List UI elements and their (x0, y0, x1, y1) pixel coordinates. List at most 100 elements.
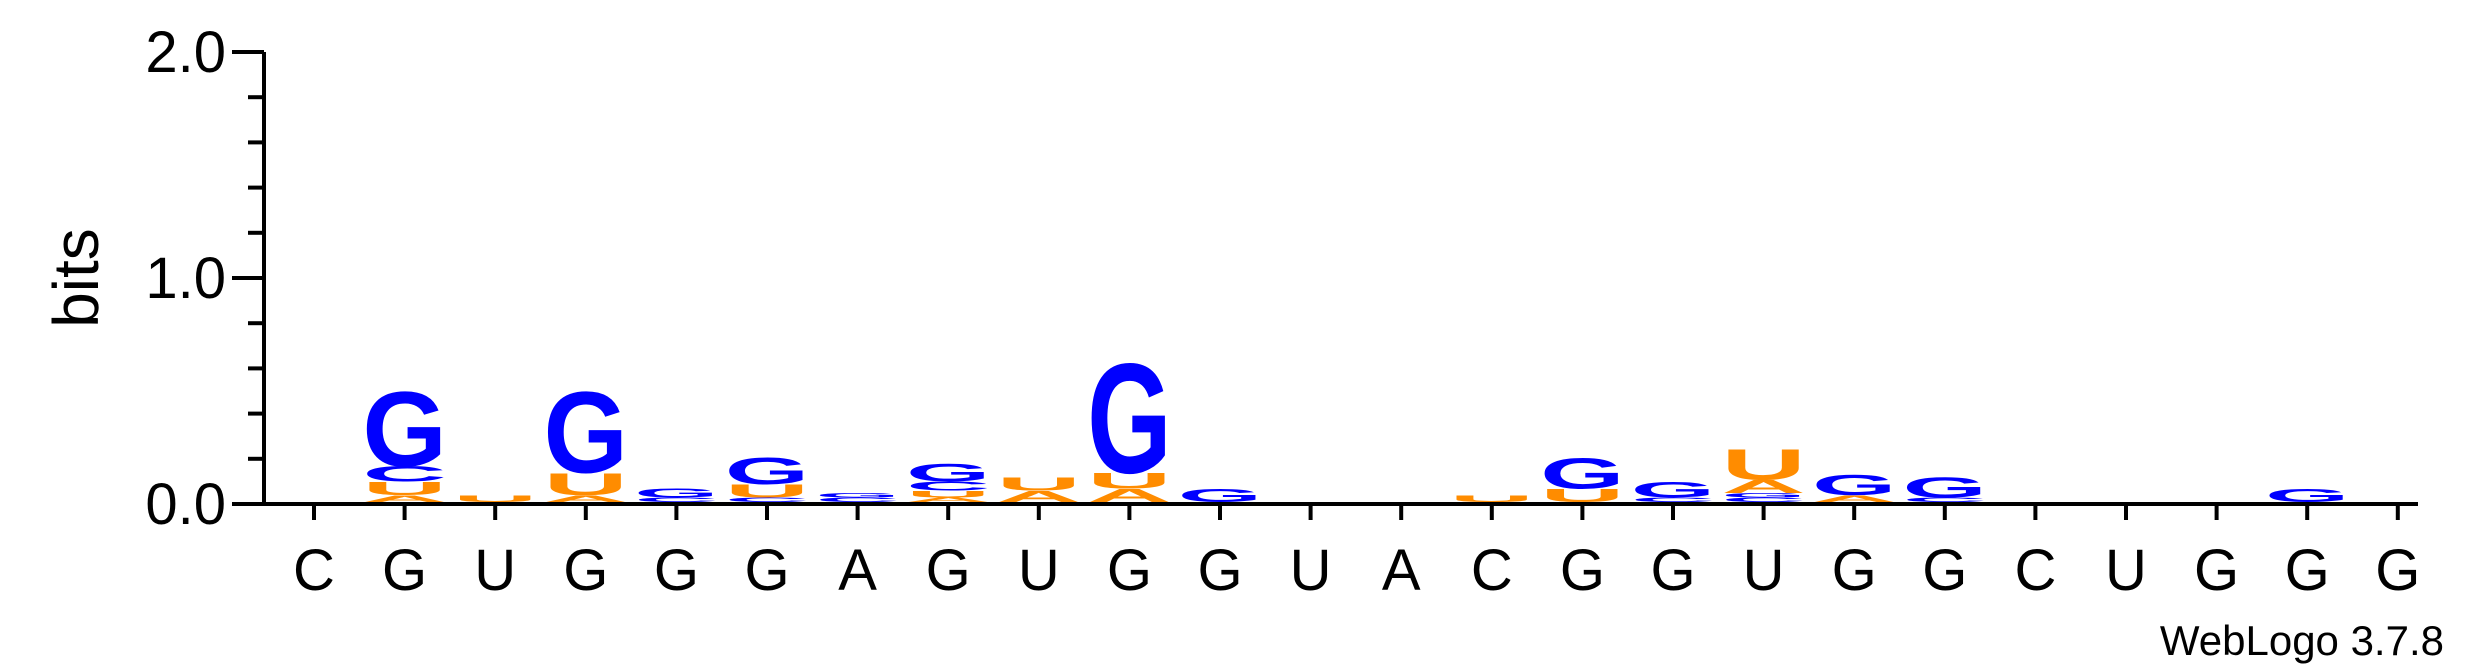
logo-letter-U: U (362, 478, 446, 499)
logo-letter-G: G (1721, 492, 1805, 499)
svg-text:A: A (997, 488, 1081, 505)
svg-text:A: A (906, 496, 990, 503)
svg-text:A: A (1721, 476, 1805, 497)
svg-text:U: U (997, 474, 1081, 495)
logo-letter-C: C (1631, 496, 1715, 503)
x-tick-label: U (1743, 538, 1785, 603)
x-tick-label: G (1197, 538, 1242, 603)
svg-text:C: C (815, 496, 899, 503)
svg-text:C: C (1631, 496, 1715, 503)
logo-letter-A: A (1812, 493, 1896, 504)
svg-text:U: U (725, 481, 809, 502)
svg-text:U: U (1087, 469, 1171, 494)
logo-letter-G: G (634, 486, 718, 500)
logo-letter-C: C (815, 496, 899, 503)
logo-letter-C: C (1721, 496, 1805, 503)
logo-letter-A: A (1087, 485, 1171, 506)
logo-letter-A: A (362, 493, 446, 504)
weblogo-credit: WebLogo 3.7.8 (2160, 617, 2444, 664)
x-tick-label: G (926, 538, 971, 603)
svg-text:C: C (1721, 496, 1805, 503)
x-tick-label: G (563, 538, 608, 603)
logo-letter-U: U (725, 481, 809, 502)
svg-text:G: G (1721, 492, 1805, 499)
svg-text:U: U (362, 478, 446, 499)
logo-letter-A: A (906, 496, 990, 503)
logo-letter-G: G (362, 370, 446, 490)
logo-letter-U: U (1540, 485, 1624, 506)
logo-letter-G: G (1903, 472, 1987, 504)
svg-text:G: G (1631, 478, 1715, 503)
svg-text:U: U (1450, 493, 1534, 504)
logo-letter-G: G (725, 450, 809, 492)
svg-text:G: G (362, 370, 446, 490)
logo-letter-C: C (634, 496, 718, 503)
y-tick-label: 0.0 (145, 472, 226, 537)
svg-text:G: G (544, 367, 628, 497)
svg-text:G: G (1812, 470, 1896, 502)
x-tick-label: G (2375, 538, 2420, 603)
logo-letter-C: C (725, 496, 809, 503)
x-tick-label: G (1560, 538, 1605, 603)
logo-letter-G: G (1540, 449, 1624, 498)
y-axis-label: bits (40, 228, 112, 328)
x-tick-label: G (2194, 538, 2239, 603)
svg-text:U: U (544, 467, 628, 502)
logo-letter-G: G (1087, 331, 1171, 506)
logo-letter-A: A (1721, 476, 1805, 497)
svg-text:A: A (362, 493, 446, 504)
logo-letter-C: C (906, 479, 990, 493)
x-tick-label: U (2105, 538, 2147, 603)
svg-text:U: U (906, 489, 990, 500)
svg-text:G: G (1540, 449, 1624, 498)
svg-text:U: U (453, 493, 537, 504)
x-tick-label: U (1018, 538, 1060, 603)
svg-text:G: G (725, 450, 809, 492)
logo-letter-G: G (906, 459, 990, 487)
svg-text:U: U (1721, 440, 1805, 489)
logo-letter-U: U (997, 474, 1081, 495)
x-tick-label: G (1922, 538, 1967, 603)
svg-text:G: G (815, 492, 899, 499)
y-tick-label: 1.0 (145, 246, 226, 311)
svg-text:C: C (362, 462, 446, 487)
svg-text:G: G (634, 486, 718, 500)
x-tick-label: U (474, 538, 516, 603)
logo-letter-U: U (1087, 469, 1171, 494)
x-tick-label: G (1832, 538, 1877, 603)
x-tick-label: C (1471, 538, 1513, 603)
logo-letter-G: G (2265, 485, 2349, 506)
svg-text:G: G (2265, 485, 2349, 506)
x-tick-label: G (1650, 538, 1695, 603)
x-tick-label: G (1107, 538, 1152, 603)
svg-text:C: C (634, 496, 718, 503)
logo-letter-C: C (362, 462, 446, 487)
svg-text:G: G (1178, 485, 1262, 506)
logo-letter-U: U (906, 489, 990, 500)
x-tick-label: G (382, 538, 427, 603)
x-tick-label: G (2285, 538, 2330, 603)
svg-text:U: U (1540, 485, 1624, 506)
logo-letter-U: U (1450, 493, 1534, 504)
svg-text:C: C (1903, 496, 1987, 503)
svg-text:A: A (544, 493, 628, 504)
y-ticks: 0.0 1.0 2.0 (145, 20, 264, 537)
svg-text:G: G (1903, 472, 1987, 504)
x-tick-label: A (1382, 538, 1421, 603)
x-tick-label: C (293, 538, 335, 603)
logo-letter-G: G (1812, 470, 1896, 502)
logo-letter-G: G (1631, 478, 1715, 503)
x-tick-label: G (654, 538, 699, 603)
y-tick-label: 2.0 (145, 20, 226, 85)
svg-text:C: C (725, 496, 809, 503)
svg-text:A: A (1812, 493, 1896, 504)
svg-text:A: A (1087, 485, 1171, 506)
logo-letter-U: U (544, 467, 628, 502)
logo-letter-G: G (815, 492, 899, 499)
logo-letter-A: A (544, 493, 628, 504)
x-tick-label: G (744, 538, 789, 603)
logo-letter-G: G (544, 367, 628, 497)
